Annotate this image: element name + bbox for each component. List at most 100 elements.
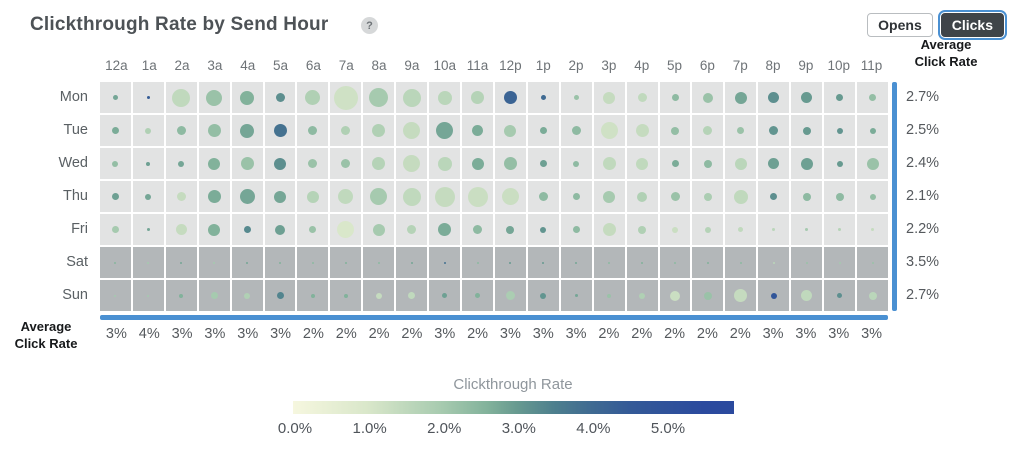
grid-cell[interactable] xyxy=(363,247,395,278)
grid-cell[interactable] xyxy=(527,247,559,278)
grid-cell[interactable] xyxy=(791,214,823,245)
grid-cell[interactable] xyxy=(494,247,526,278)
grid-cell[interactable] xyxy=(791,181,823,212)
grid-cell[interactable] xyxy=(264,82,296,113)
grid-cell[interactable] xyxy=(857,115,888,146)
grid-cell[interactable] xyxy=(429,82,461,113)
grid-cell[interactable] xyxy=(330,181,362,212)
grid-cell[interactable] xyxy=(231,115,263,146)
grid-cell[interactable] xyxy=(593,115,625,146)
grid-cell[interactable] xyxy=(132,181,164,212)
grid-cell[interactable] xyxy=(330,148,362,179)
grid-cell[interactable] xyxy=(231,148,263,179)
grid-cell[interactable] xyxy=(363,181,395,212)
grid-cell[interactable] xyxy=(659,115,691,146)
grid-cell[interactable] xyxy=(527,148,559,179)
grid-cell[interactable] xyxy=(527,214,559,245)
grid-cell[interactable] xyxy=(165,148,197,179)
grid-cell[interactable] xyxy=(396,148,428,179)
grid-cell[interactable] xyxy=(692,148,724,179)
grid-cell[interactable] xyxy=(330,115,362,146)
grid-cell[interactable] xyxy=(429,247,461,278)
grid-cell[interactable] xyxy=(692,181,724,212)
grid-cell[interactable] xyxy=(692,115,724,146)
grid-cell[interactable] xyxy=(330,247,362,278)
grid-cell[interactable] xyxy=(264,181,296,212)
grid-cell[interactable] xyxy=(725,181,757,212)
grid-cell[interactable] xyxy=(626,181,658,212)
grid-cell[interactable] xyxy=(297,82,329,113)
grid-cell[interactable] xyxy=(626,247,658,278)
grid-cell[interactable] xyxy=(560,148,592,179)
grid-cell[interactable] xyxy=(824,247,856,278)
grid-cell[interactable] xyxy=(725,115,757,146)
grid-cell[interactable] xyxy=(824,181,856,212)
grid-cell[interactable] xyxy=(132,280,164,311)
grid-cell[interactable] xyxy=(100,247,131,278)
grid-cell[interactable] xyxy=(132,82,164,113)
grid-cell[interactable] xyxy=(791,148,823,179)
grid-cell[interactable] xyxy=(659,181,691,212)
grid-cell[interactable] xyxy=(264,214,296,245)
grid-cell[interactable] xyxy=(231,247,263,278)
grid-cell[interactable] xyxy=(791,82,823,113)
grid-cell[interactable] xyxy=(231,82,263,113)
grid-cell[interactable] xyxy=(494,181,526,212)
grid-cell[interactable] xyxy=(758,214,790,245)
grid-cell[interactable] xyxy=(626,280,658,311)
grid-cell[interactable] xyxy=(659,214,691,245)
grid-cell[interactable] xyxy=(692,82,724,113)
grid-cell[interactable] xyxy=(659,82,691,113)
grid-cell[interactable] xyxy=(725,280,757,311)
grid-cell[interactable] xyxy=(692,280,724,311)
grid-cell[interactable] xyxy=(396,115,428,146)
grid-cell[interactable] xyxy=(100,148,131,179)
grid-cell[interactable] xyxy=(527,82,559,113)
grid-cell[interactable] xyxy=(494,280,526,311)
grid-cell[interactable] xyxy=(494,82,526,113)
grid-cell[interactable] xyxy=(165,181,197,212)
grid-cell[interactable] xyxy=(264,115,296,146)
grid-cell[interactable] xyxy=(593,247,625,278)
grid-cell[interactable] xyxy=(791,115,823,146)
grid-cell[interactable] xyxy=(363,82,395,113)
grid-cell[interactable] xyxy=(857,181,888,212)
grid-cell[interactable] xyxy=(560,115,592,146)
grid-cell[interactable] xyxy=(527,115,559,146)
grid-cell[interactable] xyxy=(363,148,395,179)
grid-cell[interactable] xyxy=(824,280,856,311)
grid-cell[interactable] xyxy=(297,115,329,146)
grid-cell[interactable] xyxy=(396,214,428,245)
grid-cell[interactable] xyxy=(165,82,197,113)
grid-cell[interactable] xyxy=(560,82,592,113)
grid-cell[interactable] xyxy=(494,214,526,245)
grid-cell[interactable] xyxy=(824,214,856,245)
grid-cell[interactable] xyxy=(725,214,757,245)
grid-cell[interactable] xyxy=(857,247,888,278)
grid-cell[interactable] xyxy=(560,247,592,278)
grid-cell[interactable] xyxy=(198,181,230,212)
grid-cell[interactable] xyxy=(725,148,757,179)
grid-cell[interactable] xyxy=(626,82,658,113)
grid-cell[interactable] xyxy=(692,247,724,278)
grid-cell[interactable] xyxy=(758,148,790,179)
grid-cell[interactable] xyxy=(593,181,625,212)
grid-cell[interactable] xyxy=(857,82,888,113)
grid-cell[interactable] xyxy=(165,214,197,245)
grid-cell[interactable] xyxy=(494,115,526,146)
grid-cell[interactable] xyxy=(100,181,131,212)
grid-cell[interactable] xyxy=(198,115,230,146)
grid-cell[interactable] xyxy=(725,82,757,113)
grid-cell[interactable] xyxy=(100,115,131,146)
grid-cell[interactable] xyxy=(330,280,362,311)
grid-cell[interactable] xyxy=(593,214,625,245)
grid-cell[interactable] xyxy=(297,148,329,179)
grid-cell[interactable] xyxy=(560,181,592,212)
grid-cell[interactable] xyxy=(758,247,790,278)
grid-cell[interactable] xyxy=(824,115,856,146)
grid-cell[interactable] xyxy=(297,214,329,245)
grid-cell[interactable] xyxy=(396,280,428,311)
grid-cell[interactable] xyxy=(198,148,230,179)
grid-cell[interactable] xyxy=(429,280,461,311)
grid-cell[interactable] xyxy=(100,280,131,311)
